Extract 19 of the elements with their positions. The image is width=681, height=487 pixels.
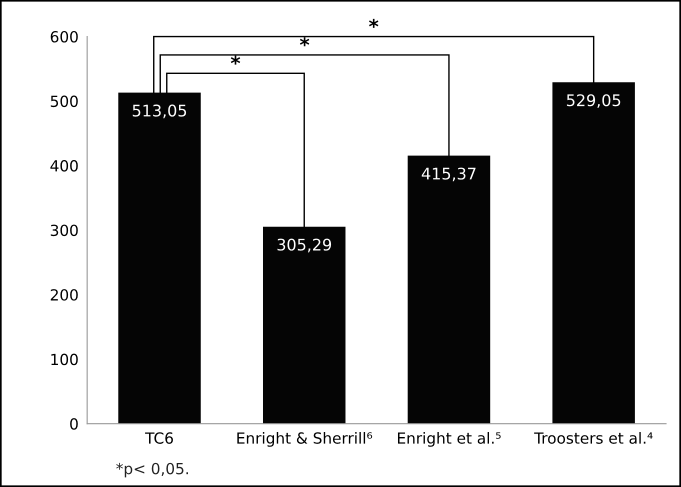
y-tick-label: 0	[70, 418, 78, 430]
x-tick-label: Enright et al.⁵	[398, 432, 501, 447]
y-tick-label: 200	[50, 289, 78, 301]
data-label: 513,05	[132, 104, 186, 118]
y-tick-label: 500	[50, 96, 78, 108]
text: *p< 0,05.	[116, 462, 188, 478]
data-label: 305,29	[278, 238, 332, 252]
y-tick-label: 400	[50, 160, 78, 172]
data-label: 415,37	[422, 168, 476, 182]
x-tick-label: Enright & Sherrill⁶	[237, 432, 372, 447]
x-tick-label: Troosters et al.⁴	[534, 432, 653, 444]
annotation: *	[230, 56, 240, 65]
x-tick-label: TC6	[145, 432, 173, 444]
y-tick-label: 300	[50, 224, 78, 236]
text: *	[369, 18, 378, 28]
annotation: *	[300, 37, 310, 46]
y-tick-label: 600	[50, 30, 78, 43]
y-tick-label: 100	[51, 354, 78, 366]
data-label: 529,05	[566, 94, 620, 108]
